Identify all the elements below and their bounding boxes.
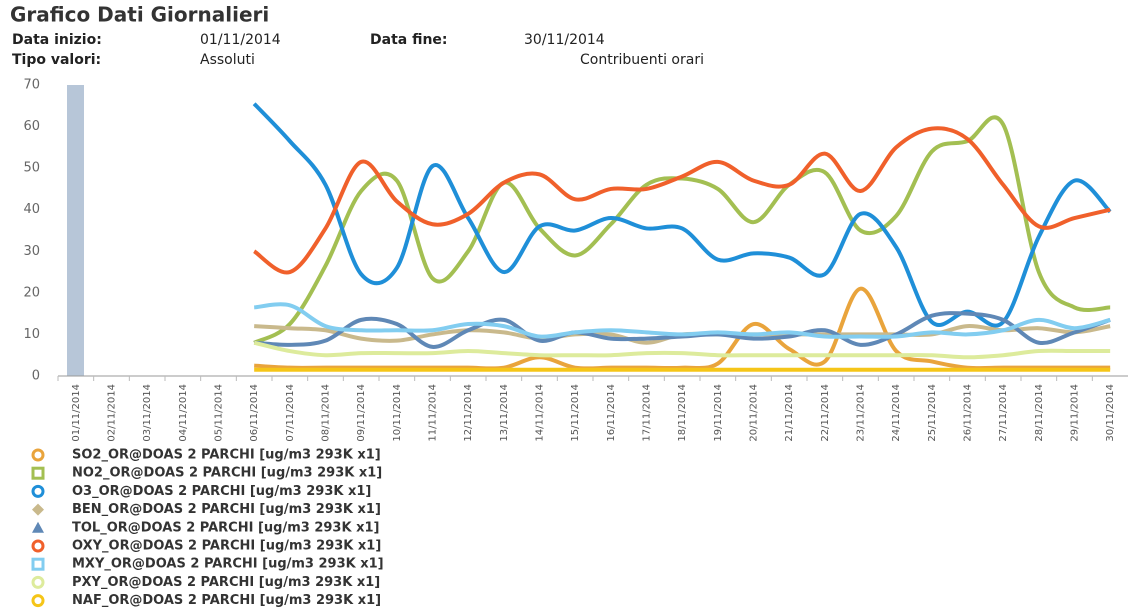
x-tick-label: 23/11/2014	[856, 384, 867, 442]
series-line	[253, 340, 1111, 360]
x-tick-label: 03/11/2014	[142, 384, 153, 442]
value: Assoluti	[200, 52, 255, 68]
y-tick-label: 50	[23, 161, 40, 176]
legend-label: NAF_OR@DOAS 2 PARCHI [ug/m3 293K x1]	[72, 593, 381, 608]
y-tick-label: 0	[32, 369, 40, 384]
label: Data inizio:	[12, 32, 102, 48]
value: 01/11/2014	[200, 32, 281, 48]
label: Data fine:	[370, 32, 448, 48]
series-line	[252, 126, 1111, 275]
legend-label: BEN_OR@DOAS 2 PARCHI [ug/m3 293K x1]	[72, 502, 381, 517]
legend-marker	[32, 521, 44, 533]
y-tick-label: 10	[23, 327, 40, 342]
x-tick-label: 14/11/2014	[535, 384, 546, 442]
x-tick-label: 11/11/2014	[428, 384, 439, 442]
legend-label: NO2_OR@DOAS 2 PARCHI [ug/m3 293K x1]	[72, 466, 382, 481]
y-tick-label: 20	[23, 285, 40, 300]
y-tick-label: 30	[23, 244, 40, 259]
x-tick-label: 02/11/2014	[107, 384, 118, 442]
highlight-band	[67, 85, 84, 376]
x-tick-label: 30/11/2014	[1105, 384, 1116, 442]
x-tick-label: 29/11/2014	[1070, 384, 1081, 442]
x-tick-label: 16/11/2014	[606, 384, 617, 442]
legend-label: PXY_OR@DOAS 2 PARCHI [ug/m3 293K x1]	[72, 575, 380, 590]
series-line	[253, 302, 1111, 339]
x-tick-label: 07/11/2014	[285, 384, 296, 442]
x-tick-label: 27/11/2014	[998, 384, 1009, 442]
x-tick-label: 18/11/2014	[677, 384, 688, 442]
series-line	[254, 311, 1111, 349]
legend-marker	[31, 539, 45, 553]
value: 30/11/2014	[524, 32, 605, 48]
x-tick-label: 08/11/2014	[321, 384, 332, 442]
x-tick-label: 28/11/2014	[1034, 384, 1045, 442]
legend-label: O3_OR@DOAS 2 PARCHI [ug/m3 293K x1]	[72, 484, 371, 499]
y-tick-label: 70	[23, 78, 40, 93]
title: Grafico Dati Giornalieri	[10, 3, 269, 27]
x-tick-label: 25/11/2014	[927, 384, 938, 442]
x-tick-label: 20/11/2014	[749, 384, 760, 442]
legend-label: MXY_OR@DOAS 2 PARCHI [ug/m3 293K x1]	[72, 557, 384, 572]
series-line	[254, 286, 1111, 371]
y-tick-label: 40	[23, 202, 40, 217]
legend-marker	[31, 557, 45, 571]
x-tick-label: 06/11/2014	[249, 384, 260, 442]
legend-label: OXY_OR@DOAS 2 PARCHI [ug/m3 293K x1]	[72, 539, 381, 554]
legend-label: SO2_OR@DOAS 2 PARCHI [ug/m3 293K x1]	[72, 448, 381, 463]
series-line	[252, 102, 1112, 328]
x-tick-label: 17/11/2014	[642, 384, 653, 442]
legend-marker	[32, 503, 44, 516]
x-tick-label: 19/11/2014	[713, 384, 724, 442]
legend-marker	[31, 484, 45, 498]
y-tick-label: 60	[23, 119, 40, 134]
legend-marker	[31, 448, 45, 462]
x-tick-label: 09/11/2014	[356, 384, 367, 442]
x-tick-label: 13/11/2014	[499, 384, 510, 442]
label: Tipo valori:	[12, 52, 101, 68]
x-tick-label: 10/11/2014	[392, 384, 403, 442]
x-tick-label: 26/11/2014	[963, 384, 974, 442]
legend-marker	[31, 575, 45, 589]
x-tick-label: 12/11/2014	[463, 384, 474, 442]
x-tick-label: 24/11/2014	[891, 384, 902, 442]
x-tick-label: 04/11/2014	[178, 384, 189, 442]
label: Contribuenti orari	[580, 52, 704, 68]
x-tick-label: 05/11/2014	[214, 384, 225, 442]
x-tick-label: 01/11/2014	[71, 384, 82, 442]
x-tick-label: 15/11/2014	[570, 384, 581, 442]
legend-marker	[31, 466, 45, 480]
x-tick-label: 22/11/2014	[820, 384, 831, 442]
legend-marker	[31, 594, 45, 608]
x-tick-label: 21/11/2014	[784, 384, 795, 442]
legend-label: TOL_OR@DOAS 2 PARCHI [ug/m3 293K x1]	[72, 520, 379, 535]
